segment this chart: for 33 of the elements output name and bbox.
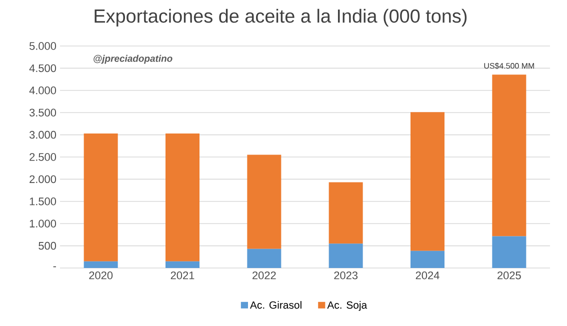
y-tick-label: 500 (38, 242, 56, 250)
x-tick-label: 2023 (334, 272, 358, 280)
x-tick-label: 2022 (252, 272, 276, 280)
y-tick-label: 1.000 (30, 220, 56, 228)
bar (410, 112, 444, 251)
y-tick-label: 3.000 (29, 130, 56, 139)
bar (166, 133, 200, 262)
y-tick-label: 3.500 (29, 108, 56, 116)
y-tick-label: 2.500 (30, 153, 56, 161)
legend-label: Ac. Soja (327, 301, 368, 311)
bar (492, 236, 526, 268)
bar (492, 74, 526, 236)
bar (84, 133, 118, 262)
y-tick-label: 2.000 (30, 175, 56, 184)
bar (328, 244, 363, 268)
x-tick-label: 2024 (416, 272, 440, 280)
chart-title: Exportaciones de aceite a la India (000 tons) (94, 8, 467, 26)
bar (328, 182, 363, 244)
bar (84, 261, 118, 268)
y-tick-label: 5.000 (29, 42, 56, 50)
y-tick-label: 4.000 (29, 86, 56, 94)
x-tick-label: 2025 (498, 272, 521, 280)
bar (247, 154, 282, 249)
bar (247, 248, 282, 268)
legend-label: Ac. Girasol (250, 301, 302, 309)
y-tick-label: - (53, 266, 56, 268)
bar (166, 261, 200, 268)
y-tick-label: 1.500 (30, 198, 56, 206)
x-tick-label: 2020 (89, 272, 113, 280)
y-tick-label: 4.500 (29, 64, 56, 72)
bar (410, 250, 444, 268)
annotation: @jpreciadopatino (94, 54, 172, 64)
x-tick-label: 2021 (170, 272, 194, 280)
